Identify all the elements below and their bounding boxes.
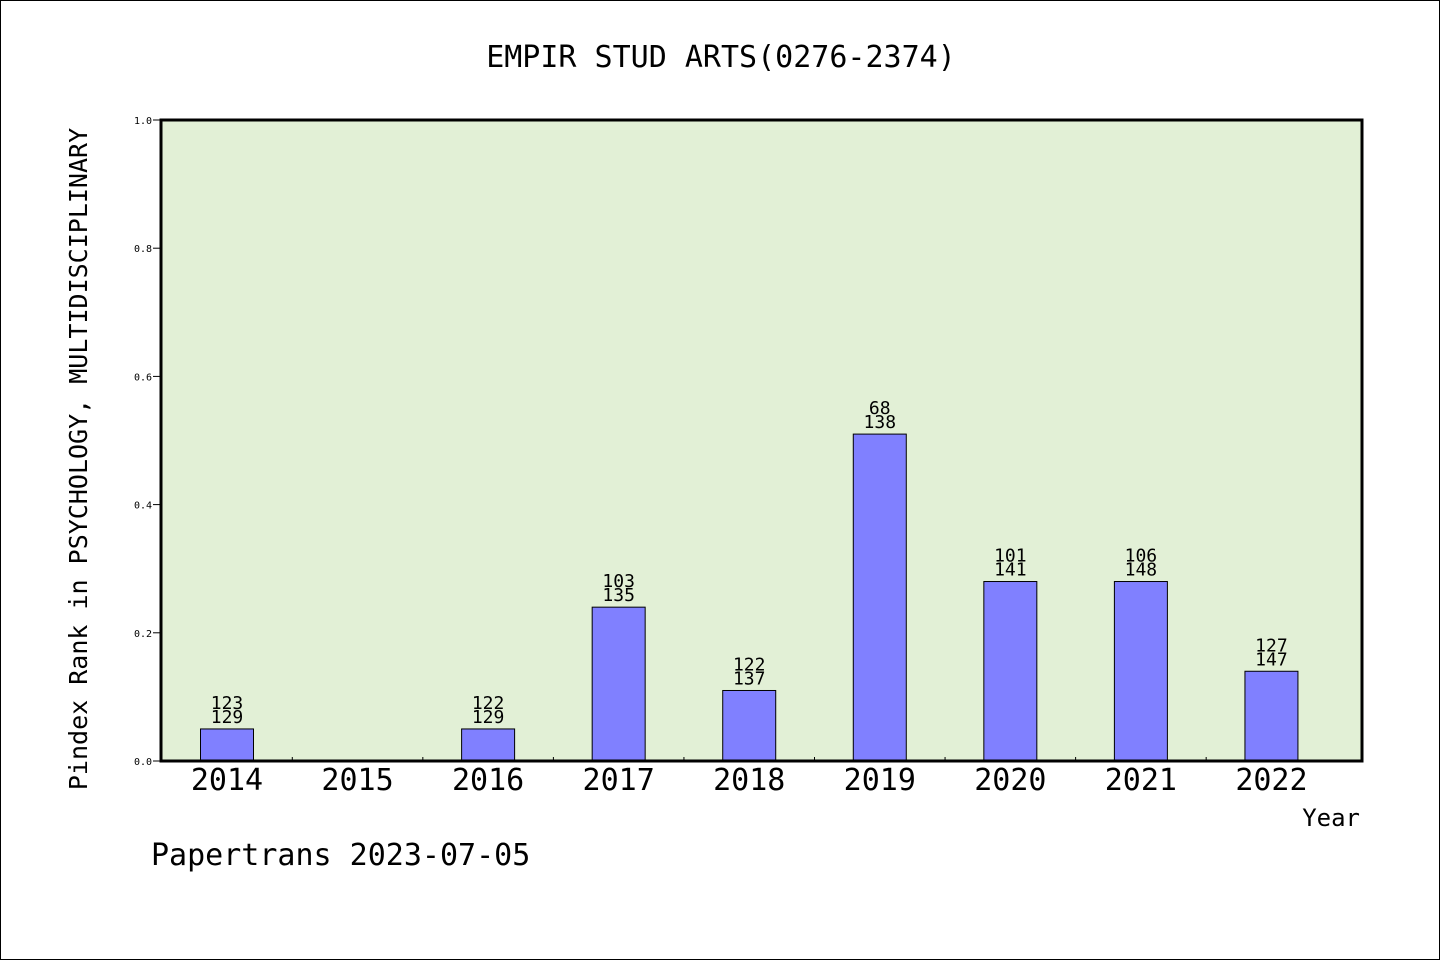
data-label-bottom: 129 [211,707,244,728]
x-tick-label: 2016 [452,763,524,798]
data-label-top: 103 [602,571,635,592]
y-tick-labels: 0.0 0.2 0.4 0.6 0.8 1.0 [134,116,152,768]
y-axis-label: Pindex Rank in PSYCHOLOGY, MULTIDISCIPLI… [64,128,93,790]
bar-2017 [591,606,646,762]
bar-2018 [722,689,777,762]
x-tick-label: 2019 [844,763,916,798]
data-label-bottom: 129 [472,707,505,728]
x-tick-label: 2014 [191,763,263,798]
footer-credit: Papertrans 2023-07-05 [151,838,530,873]
data-label-top: 122 [472,693,505,714]
y-tick-label: 0.4 [134,501,152,512]
x-tick-label: 2015 [321,763,393,798]
plot-border [159,118,1364,763]
x-tick-label: 2020 [974,763,1046,798]
data-label-top: 101 [994,546,1027,567]
bar-2021 [1113,581,1168,762]
y-tick-label: 1.0 [134,116,152,127]
bar-2019 [852,433,907,762]
bars [200,433,1299,762]
x-tick-label: 2018 [713,763,785,798]
data-label-top: 106 [1125,546,1158,567]
bar-2016 [461,728,516,762]
data-label-bottom: 135 [602,585,635,606]
data-label-top: 68 [869,398,891,419]
bar-2014 [200,728,254,762]
data-label-bottom: 147 [1255,649,1288,670]
bar-2020 [983,581,1038,762]
data-label-bottom: 148 [1125,560,1158,581]
data-labels: 1231291221291031351221376813810114110614… [211,398,1288,728]
data-label-top: 122 [733,654,766,675]
data-label-bottom: 141 [994,560,1027,581]
data-label-bottom: 138 [864,412,897,433]
x-tick-label: 2021 [1105,763,1177,798]
bar-2022 [1244,670,1299,762]
x-tick-label: 2022 [1235,763,1307,798]
chart-title: EMPIR STUD ARTS(0276-2374) [486,40,956,75]
data-label-top: 123 [211,693,244,714]
x-axis-label: Year [1302,804,1360,832]
x-tick-label: 2017 [583,763,655,798]
x-tick-labels: 2014 2015 2016 2017 2018 2019 2020 2021 2022 [191,763,1308,798]
data-label-bottom: 137 [733,668,766,689]
y-tick-label: 0.8 [134,244,152,255]
y-tick-label: 0.2 [134,629,152,640]
y-tick-label: 0.0 [134,757,152,768]
data-label-top: 127 [1255,635,1288,656]
y-tick-label: 0.6 [134,372,152,383]
